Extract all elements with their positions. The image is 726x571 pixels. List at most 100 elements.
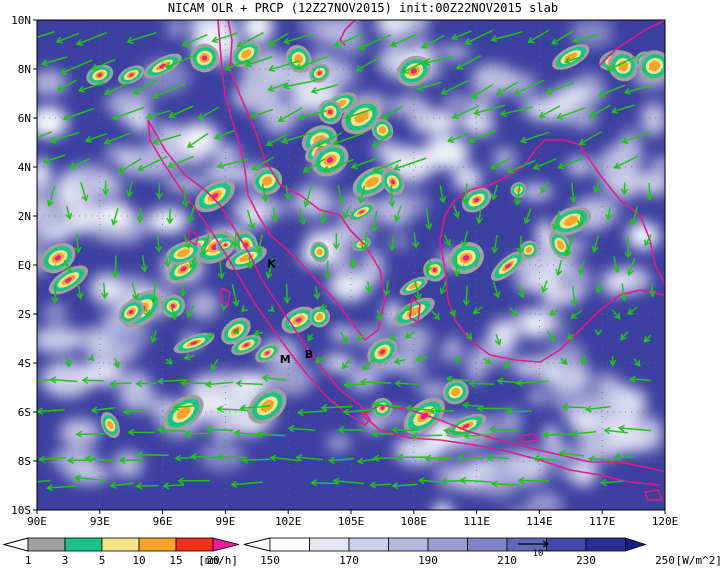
wind-arrow-head — [332, 138, 340, 146]
wind-arrow-head — [424, 454, 432, 462]
wind-arrow — [337, 185, 345, 205]
wind-arrow-shaft — [169, 105, 194, 118]
wind-arrow-head — [443, 427, 451, 435]
wind-arrow-head — [210, 363, 217, 372]
wind-arrow — [443, 427, 467, 435]
wind-arrow-head — [189, 261, 196, 269]
wind-arrow-shaft — [423, 55, 454, 64]
wind-arrow-head — [588, 111, 596, 118]
wind-arrow-shaft — [413, 232, 418, 248]
wind-arrow-shaft — [363, 231, 368, 251]
wind-arrow — [152, 83, 186, 99]
wind-arrow — [261, 183, 269, 203]
wind-arrow-head — [496, 377, 504, 385]
wind-arrow-head — [415, 354, 423, 362]
wind-arrow — [90, 58, 116, 71]
wind-arrow-shaft — [37, 30, 55, 39]
olr-colorbar-swatch — [309, 537, 350, 552]
wind-arrow-head — [66, 456, 74, 465]
wind-arrow — [297, 109, 328, 121]
wind-arrow-shaft — [351, 157, 379, 169]
wind-arrow — [103, 82, 130, 96]
wind-arrow-head — [609, 359, 617, 367]
wind-arrow — [132, 79, 157, 95]
wind-arrow — [505, 408, 532, 416]
wind-arrow — [49, 376, 78, 384]
wind-arrow-head — [172, 403, 180, 411]
cloud-blob — [261, 65, 281, 87]
wind-arrow-shaft — [50, 131, 80, 142]
wind-arrow-shaft — [66, 356, 71, 367]
cloud-blob — [229, 410, 247, 437]
wind-arrow-shaft — [54, 284, 57, 303]
wind-arrow-head — [342, 408, 350, 416]
wind-arrow — [298, 208, 307, 226]
wind-arrow-shaft — [39, 456, 66, 461]
wind-arrow — [162, 482, 185, 490]
wind-arrow-shaft — [392, 483, 418, 487]
wind-arrow-head — [401, 67, 409, 74]
wind-arrow-head — [46, 199, 54, 208]
wind-arrow-shaft — [613, 256, 619, 273]
wind-arrow-shaft — [533, 457, 558, 462]
wind-arrow-head — [135, 482, 143, 490]
wind-arrow — [485, 453, 510, 462]
wind-arrow — [249, 108, 274, 119]
cloud-blob — [43, 303, 68, 322]
wind-arrow — [473, 104, 506, 116]
wind-arrow-head — [511, 309, 518, 316]
precip-cell — [118, 299, 145, 325]
cloud-blob — [626, 222, 660, 250]
wind-arrow-head — [569, 196, 577, 204]
cloud-blob — [57, 171, 74, 191]
cloud-blob — [130, 114, 154, 132]
wind-arrow-shaft — [182, 185, 187, 207]
wind-arrow-head — [560, 358, 568, 366]
wind-arrow — [350, 157, 379, 170]
wind-arrow-shaft — [110, 482, 134, 487]
wind-arrow-head — [319, 303, 327, 311]
wind-arrow — [518, 283, 526, 299]
precip-level-10 — [556, 240, 565, 250]
precip-cell — [173, 332, 215, 354]
wind-arrow-head — [513, 88, 521, 96]
wind-arrow — [55, 32, 80, 44]
wind-arrow-head — [111, 271, 119, 279]
wind-arrow-head — [26, 479, 31, 485]
wind-arrow — [465, 332, 473, 341]
precip-cell — [309, 306, 331, 328]
wind-arrow-shaft — [187, 132, 209, 148]
wind-arrow-shaft — [136, 484, 158, 487]
wind-arrow-shaft — [322, 210, 326, 223]
wind-arrow — [513, 183, 522, 206]
wind-arrow-head — [620, 294, 628, 302]
wind-arrow-shaft — [421, 34, 445, 49]
wind-arrow — [391, 482, 418, 490]
wind-arrow-head — [557, 162, 565, 170]
wind-arrow-shaft — [394, 358, 406, 363]
cloud-blob — [37, 325, 84, 354]
wind-arrow-shaft — [304, 184, 313, 207]
wind-arrow — [393, 205, 402, 223]
cloud-blob — [594, 372, 616, 406]
wind-arrow — [504, 359, 511, 370]
wind-arrow-shaft — [210, 358, 219, 371]
wind-arrow-shaft — [478, 209, 482, 223]
precip-cell — [100, 411, 120, 439]
wind-arrow-head — [396, 453, 404, 461]
wind-arrow-shaft — [171, 307, 176, 320]
wind-arrow — [143, 308, 151, 317]
wind-arrow-head — [515, 379, 523, 387]
cloud-blob — [212, 145, 241, 163]
wind-arrow-shaft — [452, 105, 480, 119]
wind-arrow-shaft — [114, 255, 117, 277]
wind-arrow-shaft — [118, 157, 142, 174]
wind-arrow-shaft — [298, 109, 328, 119]
wind-arrow-head — [296, 408, 304, 417]
wind-arrow-shaft — [491, 31, 523, 41]
wind-arrow — [37, 407, 65, 415]
wind-arrow — [332, 477, 365, 485]
wind-arrow-shaft — [250, 108, 274, 118]
wind-arrow-shaft — [492, 483, 520, 486]
wind-arrow-shaft — [156, 234, 160, 252]
